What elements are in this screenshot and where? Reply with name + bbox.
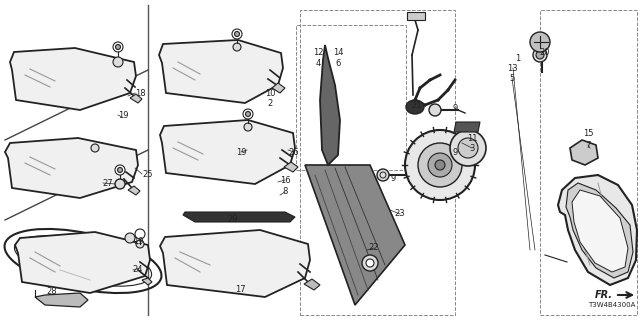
Text: 29: 29 (228, 215, 238, 225)
Text: 13: 13 (507, 63, 517, 73)
Polygon shape (272, 83, 285, 93)
Polygon shape (5, 138, 138, 198)
Text: 22: 22 (369, 244, 380, 252)
Ellipse shape (234, 31, 239, 36)
Ellipse shape (406, 100, 424, 114)
Bar (540, 10, 637, 315)
Ellipse shape (115, 44, 120, 50)
Text: 28: 28 (47, 287, 58, 297)
Text: 1: 1 (515, 53, 520, 62)
Text: 11: 11 (467, 133, 477, 142)
Text: 10: 10 (265, 89, 275, 98)
Text: 3: 3 (469, 143, 475, 153)
Ellipse shape (362, 255, 378, 271)
Text: 16: 16 (280, 175, 291, 185)
Text: 27: 27 (102, 179, 113, 188)
Polygon shape (35, 293, 88, 307)
Text: 19: 19 (236, 148, 246, 156)
Ellipse shape (232, 29, 242, 39)
Text: 21: 21 (412, 100, 422, 109)
Ellipse shape (91, 144, 99, 152)
Text: 8: 8 (282, 188, 288, 196)
Text: 19: 19 (132, 237, 143, 246)
Text: 9: 9 (452, 148, 458, 156)
Ellipse shape (428, 153, 452, 177)
Text: 9: 9 (390, 173, 396, 182)
Ellipse shape (244, 123, 252, 131)
Text: 9: 9 (452, 103, 458, 113)
Text: 19: 19 (118, 110, 128, 119)
Text: 23: 23 (395, 210, 405, 219)
Ellipse shape (115, 179, 125, 189)
Text: 18: 18 (134, 89, 145, 98)
Text: 4: 4 (316, 59, 321, 68)
Text: FR.: FR. (595, 290, 613, 300)
Polygon shape (558, 175, 637, 285)
Text: 24: 24 (132, 266, 143, 275)
Ellipse shape (429, 104, 441, 116)
Ellipse shape (113, 42, 123, 52)
Ellipse shape (113, 57, 123, 67)
Text: 20: 20 (540, 47, 550, 57)
Ellipse shape (533, 48, 547, 62)
Polygon shape (570, 140, 598, 165)
Polygon shape (304, 279, 320, 290)
Ellipse shape (530, 32, 550, 52)
Ellipse shape (458, 138, 478, 158)
Text: T3W4B4300A: T3W4B4300A (588, 302, 635, 308)
Polygon shape (454, 122, 480, 132)
Polygon shape (15, 232, 150, 293)
Ellipse shape (536, 51, 544, 59)
Polygon shape (160, 120, 295, 184)
Polygon shape (10, 48, 136, 110)
Ellipse shape (405, 130, 475, 200)
Polygon shape (142, 278, 152, 285)
Bar (296, 25, 406, 170)
Polygon shape (130, 94, 142, 103)
Polygon shape (128, 186, 140, 195)
Ellipse shape (435, 160, 445, 170)
Text: 17: 17 (235, 285, 245, 294)
Ellipse shape (125, 233, 135, 243)
Polygon shape (159, 40, 283, 103)
Ellipse shape (135, 229, 145, 239)
Text: 15: 15 (583, 129, 593, 138)
Polygon shape (320, 45, 340, 165)
Ellipse shape (450, 130, 486, 166)
Polygon shape (284, 162, 298, 172)
Text: 12: 12 (313, 47, 323, 57)
Text: 14: 14 (333, 47, 343, 57)
Ellipse shape (118, 167, 122, 172)
Ellipse shape (366, 259, 374, 267)
Text: 26: 26 (289, 148, 300, 156)
Ellipse shape (136, 240, 144, 248)
Ellipse shape (243, 109, 253, 119)
Text: 6: 6 (335, 59, 340, 68)
Text: 25: 25 (143, 170, 153, 179)
Polygon shape (572, 190, 628, 272)
Polygon shape (305, 165, 405, 305)
Text: 7: 7 (586, 140, 591, 149)
Bar (300, 10, 455, 315)
Ellipse shape (115, 165, 125, 175)
Ellipse shape (377, 169, 389, 181)
Ellipse shape (246, 111, 250, 116)
Ellipse shape (233, 43, 241, 51)
Text: 2: 2 (268, 99, 273, 108)
Polygon shape (160, 230, 310, 297)
Text: 5: 5 (509, 74, 515, 83)
Polygon shape (407, 12, 425, 20)
Polygon shape (183, 212, 295, 222)
Ellipse shape (418, 143, 462, 187)
Polygon shape (566, 183, 633, 278)
